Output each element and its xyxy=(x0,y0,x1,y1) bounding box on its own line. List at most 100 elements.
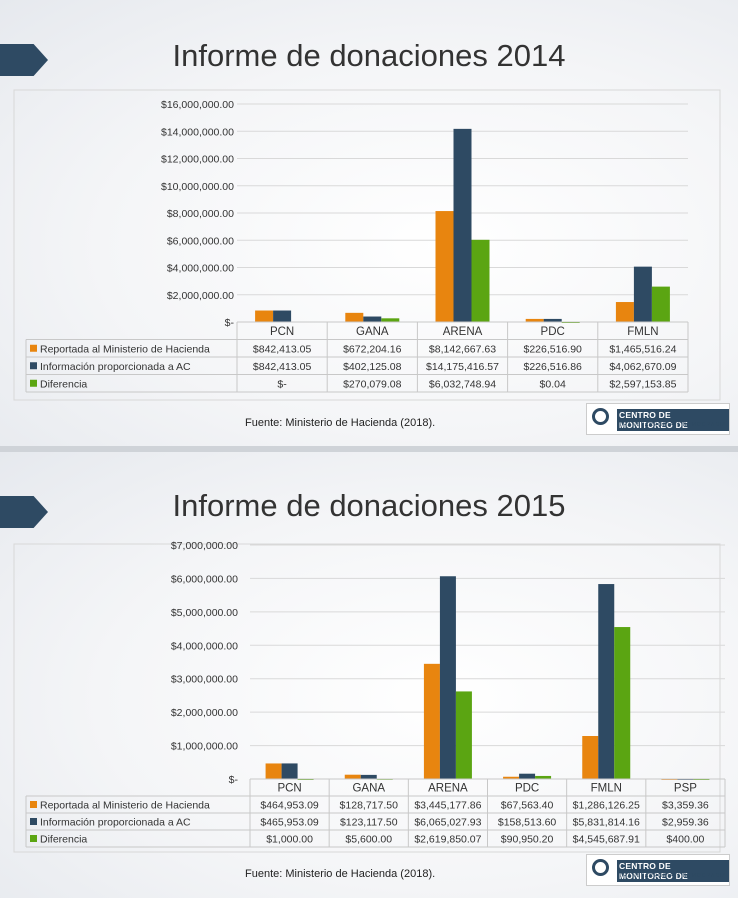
category-label: PDC xyxy=(515,783,539,795)
series-name: Información proporcionada a AC xyxy=(40,817,191,829)
series-name: Diferencia xyxy=(40,834,87,846)
y-tick-label: $7,000,000.00 xyxy=(171,540,238,552)
bar xyxy=(503,776,520,779)
category-label: GANA xyxy=(352,783,385,795)
bar xyxy=(615,302,634,322)
y-tick-label: $1,000,000.00 xyxy=(171,741,238,753)
bar xyxy=(439,576,456,779)
data-label: $464,953.09 xyxy=(260,800,319,812)
logo-icon xyxy=(592,408,609,425)
y-tick-label: $2,000,000.00 xyxy=(171,707,238,719)
bar xyxy=(345,312,364,322)
category-label: PCN xyxy=(277,783,301,795)
y-tick-label: $14,000,000.00 xyxy=(161,126,234,138)
data-label: $67,563.40 xyxy=(501,800,554,812)
source-note: Fuente: Ministerio de Hacienda (2018). xyxy=(245,868,436,880)
data-label: $672,204.16 xyxy=(343,344,402,356)
bar xyxy=(525,318,544,322)
chart-frame xyxy=(13,543,721,853)
data-label: $270,079.08 xyxy=(343,379,402,391)
data-label: $158,513.60 xyxy=(498,817,557,829)
data-label: $400.00 xyxy=(666,834,704,846)
logo-subtext: TRANSPARENCIA Y DEMOCRACIA xyxy=(619,873,727,879)
data-label: $5,600.00 xyxy=(345,834,392,846)
data-label: $8,142,667.63 xyxy=(429,344,496,356)
bar xyxy=(435,211,454,322)
bar xyxy=(273,310,292,322)
data-label: $4,062,670.09 xyxy=(609,361,676,373)
data-label: $6,032,748.94 xyxy=(429,379,496,391)
data-label: $4,545,687.91 xyxy=(573,834,640,846)
logo: CENTRO DE MONITOREO DE TRANSPARENCIA Y D… xyxy=(586,403,730,435)
bar xyxy=(265,763,282,779)
y-tick-label: $2,000,000.00 xyxy=(167,290,234,302)
slide-2014: Informe de donaciones 2014 $- $2,000,000.… xyxy=(0,0,738,446)
data-label: $1,465,516.24 xyxy=(609,344,676,356)
slide-title: Informe de donaciones 2015 xyxy=(172,488,566,523)
bar xyxy=(363,316,382,322)
bar xyxy=(651,286,670,322)
legend-key xyxy=(30,835,37,842)
legend-key xyxy=(30,801,37,808)
category-label: FMLN xyxy=(591,783,622,795)
y-tick-label: $4,000,000.00 xyxy=(171,640,238,652)
y-tick-label: $3,000,000.00 xyxy=(171,674,238,686)
data-label: $0.04 xyxy=(540,379,566,391)
logo-text: CENTRO DE MONITOREO DE xyxy=(617,860,729,882)
category-label: PSP xyxy=(674,783,697,795)
logo: CENTRO DE MONITOREO DE TRANSPARENCIA Y D… xyxy=(586,854,730,886)
data-label: $2,597,153.85 xyxy=(609,379,676,391)
data-label: $14,175,416.57 xyxy=(426,361,499,373)
y-tick-label: $12,000,000.00 xyxy=(161,154,234,166)
bar xyxy=(381,318,400,322)
data-label: $3,445,177.86 xyxy=(414,800,481,812)
data-label: $6,065,027.93 xyxy=(414,817,481,829)
data-label: $402,125.08 xyxy=(343,361,402,373)
bar xyxy=(423,663,440,779)
bar xyxy=(360,774,377,779)
data-label: $842,413.05 xyxy=(253,361,312,373)
logo-text: CENTRO DE MONITOREO DE xyxy=(617,409,729,431)
y-tick-label: $6,000,000.00 xyxy=(167,235,234,247)
category-label: GANA xyxy=(356,326,389,338)
data-label: $2,959.36 xyxy=(662,817,709,829)
category-label: PDC xyxy=(541,326,565,338)
slide-2015: Informe de donaciones 2015 $- $1,000,000.… xyxy=(0,452,738,898)
y-tick-label: $5,000,000.00 xyxy=(171,607,238,619)
category-label: ARENA xyxy=(443,326,483,338)
bar xyxy=(614,627,631,779)
legend-key xyxy=(30,818,37,825)
data-label: $1,286,126.25 xyxy=(573,800,640,812)
data-label: $842,413.05 xyxy=(253,344,312,356)
y-tick-label: $8,000,000.00 xyxy=(167,208,234,220)
series-name: Información proporcionada a AC xyxy=(40,361,191,373)
slide-separator xyxy=(0,446,738,452)
chart-frame xyxy=(13,89,721,401)
data-label: $2,619,850.07 xyxy=(414,834,481,846)
series-name: Reportada al Ministerio de Hacienda xyxy=(40,344,210,356)
bar xyxy=(281,763,298,779)
data-label: $5,831,814.16 xyxy=(573,817,640,829)
y-tick-label: $4,000,000.00 xyxy=(167,263,234,275)
category-label: FMLN xyxy=(627,326,658,338)
slide-title: Informe de donaciones 2014 xyxy=(172,38,566,73)
bar xyxy=(535,775,552,779)
bar xyxy=(344,774,361,779)
y-tick-label: $- xyxy=(229,774,239,786)
data-label: $465,953.09 xyxy=(260,817,319,829)
logo-icon xyxy=(592,859,609,876)
bar xyxy=(455,691,472,779)
category-label: ARENA xyxy=(428,783,468,795)
chart-2014: $- $2,000,000.00 $4,000,000.00 $6,000,000.0… xyxy=(13,89,721,401)
bar xyxy=(543,318,562,322)
data-label: $- xyxy=(277,379,287,391)
bar xyxy=(519,773,536,779)
chart-2015: $- $1,000,000.00 $2,000,000.00 $3,000,000.0… xyxy=(13,540,726,853)
legend-key xyxy=(30,362,37,370)
bar xyxy=(598,584,615,779)
bar xyxy=(633,266,652,322)
data-label: $3,359.36 xyxy=(662,800,709,812)
legend-key xyxy=(30,379,37,387)
category-label: PCN xyxy=(270,326,294,338)
data-label: $226,516.90 xyxy=(523,344,582,356)
